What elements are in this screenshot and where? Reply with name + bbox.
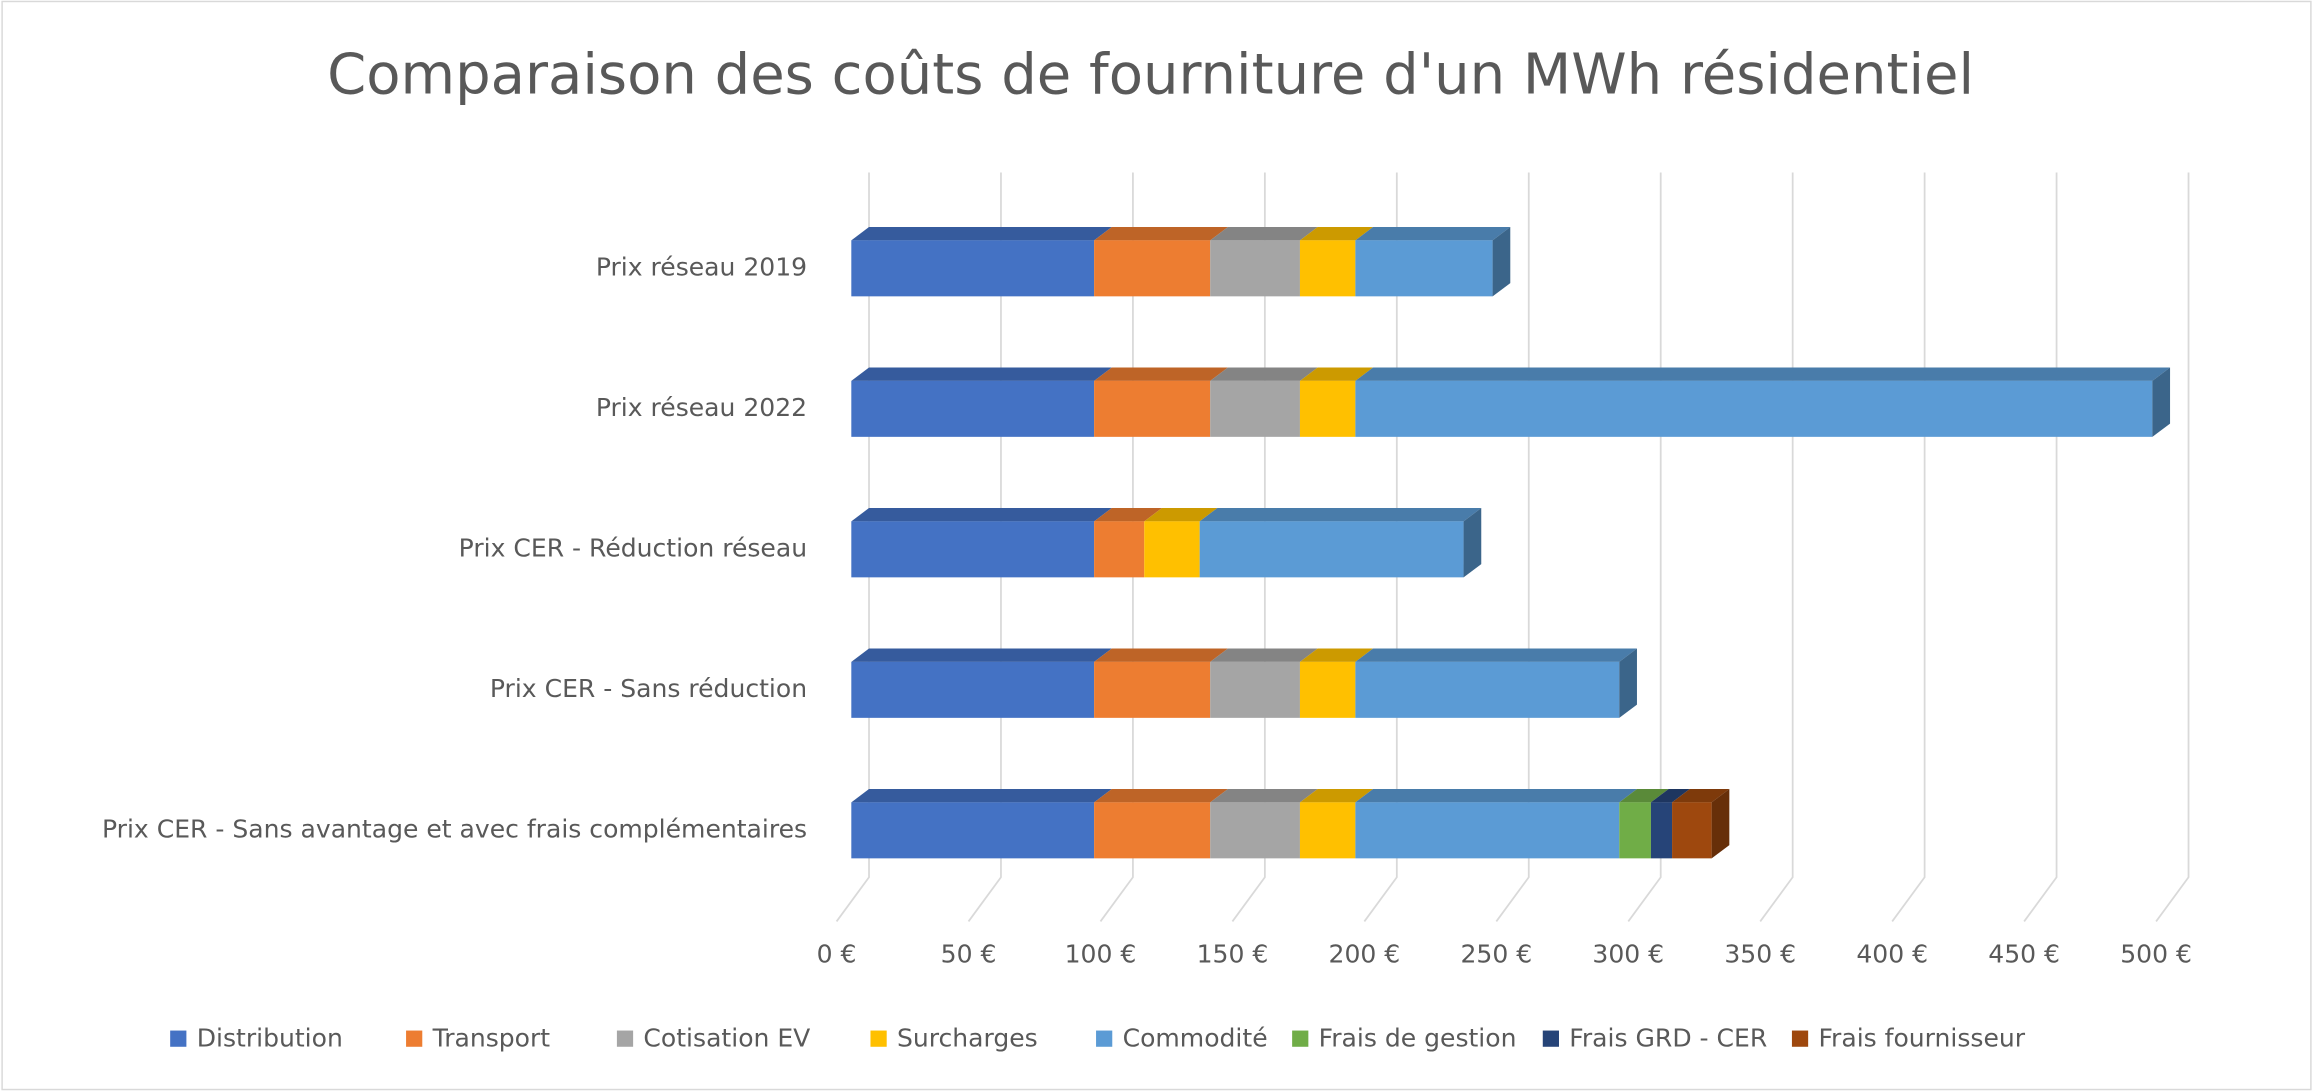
bar-side — [2152, 367, 2171, 437]
bar-top — [1210, 648, 1318, 662]
x-tick-label: 50 € — [941, 939, 997, 968]
bar-top — [1299, 648, 1374, 662]
bar-side — [1492, 227, 1511, 297]
x-tick-label: 350 € — [1724, 939, 1796, 968]
bar-top — [1210, 789, 1318, 803]
bar-top — [1355, 367, 2171, 381]
bar-top — [851, 508, 1112, 522]
bar — [851, 521, 1095, 578]
bar — [1210, 661, 1300, 718]
bar-top — [851, 648, 1112, 662]
bar-side — [1463, 508, 1482, 578]
legend-label: Frais fournisseur — [1818, 1023, 2025, 1052]
bar — [1355, 380, 2153, 437]
bar — [1094, 380, 1211, 437]
bar — [1144, 521, 1200, 578]
y-tick-label: Prix CER - Sans avantage et avec frais c… — [102, 814, 807, 843]
bar-top — [1650, 789, 1690, 803]
bar — [1094, 240, 1211, 297]
x-tick-label: 100 € — [1065, 939, 1137, 968]
bar-top — [1094, 227, 1228, 241]
x-tick-label: 400 € — [1856, 939, 1928, 968]
bar-top — [1144, 508, 1218, 522]
x-tick-label: 450 € — [1988, 939, 2060, 968]
y-tick-label: Prix CER - Réduction réseau — [459, 533, 807, 562]
bar-top — [1619, 789, 1669, 803]
bar-top — [1210, 367, 1318, 381]
y-tick-label: Prix CER - Sans réduction — [490, 674, 807, 703]
grid-line — [2155, 172, 2190, 922]
bar-top — [1355, 227, 1511, 241]
bar — [1672, 802, 1712, 859]
bar-top — [1210, 227, 1318, 241]
bar — [1299, 380, 1356, 437]
bar — [1094, 802, 1211, 859]
legend-label: Distribution — [197, 1023, 343, 1052]
legend-swatch — [1096, 1030, 1113, 1047]
bar — [1299, 661, 1356, 718]
y-tick-label: Prix réseau 2019 — [596, 252, 807, 281]
bar — [851, 802, 1095, 859]
bar — [851, 661, 1095, 718]
chart-title: Comparaison des coûts de fourniture d'un… — [327, 43, 1974, 108]
legend-label: Commodité — [1123, 1023, 1268, 1052]
x-tick-label: 250 € — [1460, 939, 1532, 968]
bar-top — [1094, 367, 1228, 381]
bar — [1094, 521, 1145, 578]
legend-swatch — [1791, 1030, 1809, 1047]
x-tick-label: 500 € — [2120, 939, 2192, 968]
y-tick-label: Prix réseau 2022 — [596, 393, 807, 422]
x-tick-label: 200 € — [1329, 939, 1401, 968]
bar-side — [1711, 789, 1730, 859]
legend-swatch — [406, 1030, 423, 1047]
x-tick-label: 150 € — [1197, 939, 1269, 968]
bar — [1094, 661, 1211, 718]
legend-label: Cotisation EV — [643, 1023, 810, 1052]
bar-top — [1355, 648, 1637, 662]
bar-top — [851, 789, 1112, 803]
legend-label: Frais de gestion — [1319, 1023, 1517, 1052]
bar-top — [1094, 508, 1162, 522]
legend-swatch — [870, 1030, 887, 1047]
legend-swatch — [1542, 1030, 1559, 1047]
bar-top — [1094, 789, 1228, 803]
bar-top — [1299, 367, 1374, 381]
legend-label: Frais GRD - CER — [1569, 1023, 1767, 1052]
bar — [1210, 802, 1300, 859]
bar — [1355, 802, 1620, 859]
legend-label: Transport — [432, 1023, 551, 1052]
bar-side — [1619, 648, 1637, 718]
x-tick-label: 0 € — [817, 939, 857, 968]
bar — [1199, 521, 1464, 578]
bar — [1299, 802, 1356, 859]
bar — [1299, 240, 1356, 297]
bar-top — [1299, 789, 1374, 803]
bar-top — [1355, 789, 1637, 803]
bar — [1355, 240, 1493, 297]
bar-top — [1672, 789, 1730, 803]
bar — [1210, 240, 1300, 297]
bar-top — [1299, 227, 1374, 241]
x-tick-label: 300 € — [1592, 939, 1664, 968]
legend-swatch — [170, 1030, 187, 1047]
legend-label: Surcharges — [897, 1023, 1038, 1052]
bar — [851, 240, 1095, 297]
legend-swatch — [616, 1030, 634, 1047]
bar — [1619, 802, 1651, 859]
bar-top — [1199, 508, 1482, 522]
legend-swatch — [1292, 1030, 1309, 1047]
bar — [1355, 661, 1620, 718]
bar-top — [851, 227, 1112, 241]
bar — [851, 380, 1095, 437]
bar — [1650, 802, 1673, 859]
bar-top — [1094, 648, 1228, 662]
bar-top — [851, 367, 1112, 381]
bar — [1210, 380, 1300, 437]
